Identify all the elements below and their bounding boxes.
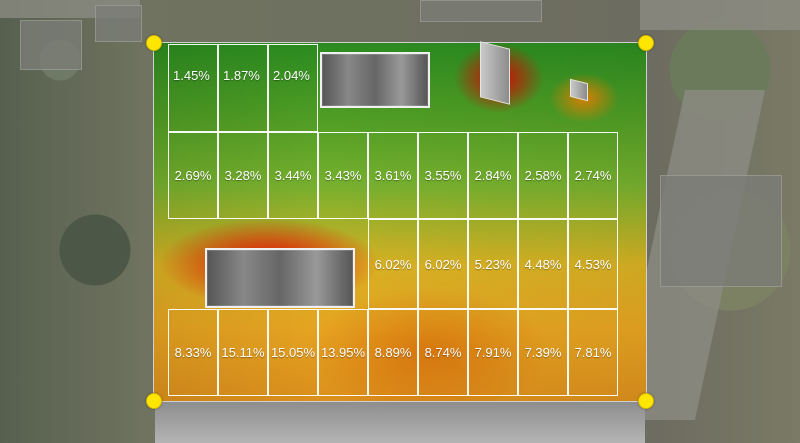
solar-panel[interactable]: 3.44% bbox=[268, 132, 318, 219]
neighbor-roof bbox=[420, 0, 542, 22]
panel-shade-label: 3.43% bbox=[324, 168, 362, 183]
solar-panel[interactable]: 2.74% bbox=[568, 132, 618, 219]
panel-shade-label: 3.28% bbox=[224, 168, 262, 183]
solar-panel[interactable]: 1.87% bbox=[218, 44, 268, 132]
panel-shade-label: 6.02% bbox=[374, 256, 412, 272]
solar-panel[interactable]: 7.81% bbox=[568, 309, 618, 396]
solar-panel[interactable]: 4.53% bbox=[568, 219, 618, 309]
corner-handle-top-right[interactable] bbox=[638, 35, 654, 51]
solar-panel[interactable]: 1.45% bbox=[168, 44, 218, 132]
solar-panel[interactable]: 13.95% bbox=[318, 309, 368, 396]
panel-shade-label: 2.74% bbox=[574, 168, 612, 183]
solar-panel[interactable]: 8.89% bbox=[368, 309, 418, 396]
solar-panel[interactable]: 15.11% bbox=[218, 309, 268, 396]
panel-shade-label: 1.87% bbox=[223, 68, 260, 83]
solar-panel[interactable]: 15.05% bbox=[268, 309, 318, 396]
panel-shade-label: 7.81% bbox=[574, 345, 612, 360]
neighbor-roof bbox=[95, 5, 142, 42]
corner-handle-bottom-right[interactable] bbox=[638, 393, 654, 409]
road-segment bbox=[640, 0, 800, 30]
corner-handle-bottom-left[interactable] bbox=[146, 393, 162, 409]
solar-panel[interactable]: 2.58% bbox=[518, 132, 568, 219]
panel-shade-label: 4.53% bbox=[574, 256, 612, 272]
solar-panel[interactable]: 8.33% bbox=[168, 309, 218, 396]
panel-shade-label: 5.23% bbox=[474, 256, 512, 272]
neighbor-roof bbox=[660, 175, 782, 287]
panel-shade-label: 7.91% bbox=[474, 345, 512, 360]
solar-panel[interactable]: 7.91% bbox=[468, 309, 518, 396]
solar-panel[interactable]: 4.48% bbox=[518, 219, 568, 309]
roof-facade bbox=[155, 400, 645, 443]
panel-shade-label: 1.45% bbox=[173, 68, 210, 83]
chimney bbox=[480, 41, 510, 105]
panel-shade-label: 2.69% bbox=[174, 168, 212, 183]
solar-panel[interactable]: 5.23% bbox=[468, 219, 518, 309]
panel-shade-label: 3.55% bbox=[424, 168, 462, 183]
solar-panel[interactable]: 3.55% bbox=[418, 132, 468, 219]
solar-panel[interactable]: 6.02% bbox=[368, 219, 418, 309]
solar-panel[interactable]: 2.04% bbox=[268, 44, 318, 132]
solar-panel[interactable]: 2.69% bbox=[168, 132, 218, 219]
panel-shade-label: 7.39% bbox=[524, 345, 562, 360]
panel-shade-label: 6.02% bbox=[424, 256, 462, 272]
panel-shade-label: 4.48% bbox=[524, 256, 562, 272]
solar-panel[interactable]: 2.84% bbox=[468, 132, 518, 219]
solar-panel[interactable]: 8.74% bbox=[418, 309, 468, 396]
solar-panel[interactable]: 3.28% bbox=[218, 132, 268, 219]
roof-obstruction bbox=[320, 52, 430, 108]
corner-handle-top-left[interactable] bbox=[146, 35, 162, 51]
panel-shade-label: 8.74% bbox=[424, 345, 462, 360]
panel-shade-label: 15.11% bbox=[221, 345, 265, 360]
solar-panel[interactable]: 3.61% bbox=[368, 132, 418, 219]
roof-obstruction bbox=[205, 248, 355, 308]
solar-panel[interactable]: 3.43% bbox=[318, 132, 368, 219]
panel-shade-label: 13.95% bbox=[320, 345, 366, 360]
panel-shade-label: 2.84% bbox=[474, 168, 512, 183]
panel-shade-label: 8.33% bbox=[174, 345, 212, 360]
panel-shade-label: 2.04% bbox=[273, 68, 310, 83]
panel-shade-label: 2.58% bbox=[524, 168, 562, 183]
panel-shade-label: 3.44% bbox=[274, 168, 312, 183]
panel-shade-label: 8.89% bbox=[374, 345, 412, 360]
panel-shade-label: 3.61% bbox=[374, 168, 412, 183]
neighbor-roof bbox=[20, 20, 82, 70]
solar-panel[interactable]: 6.02% bbox=[418, 219, 468, 309]
solar-panel[interactable]: 7.39% bbox=[518, 309, 568, 396]
panel-shade-label: 15.05% bbox=[270, 345, 316, 360]
